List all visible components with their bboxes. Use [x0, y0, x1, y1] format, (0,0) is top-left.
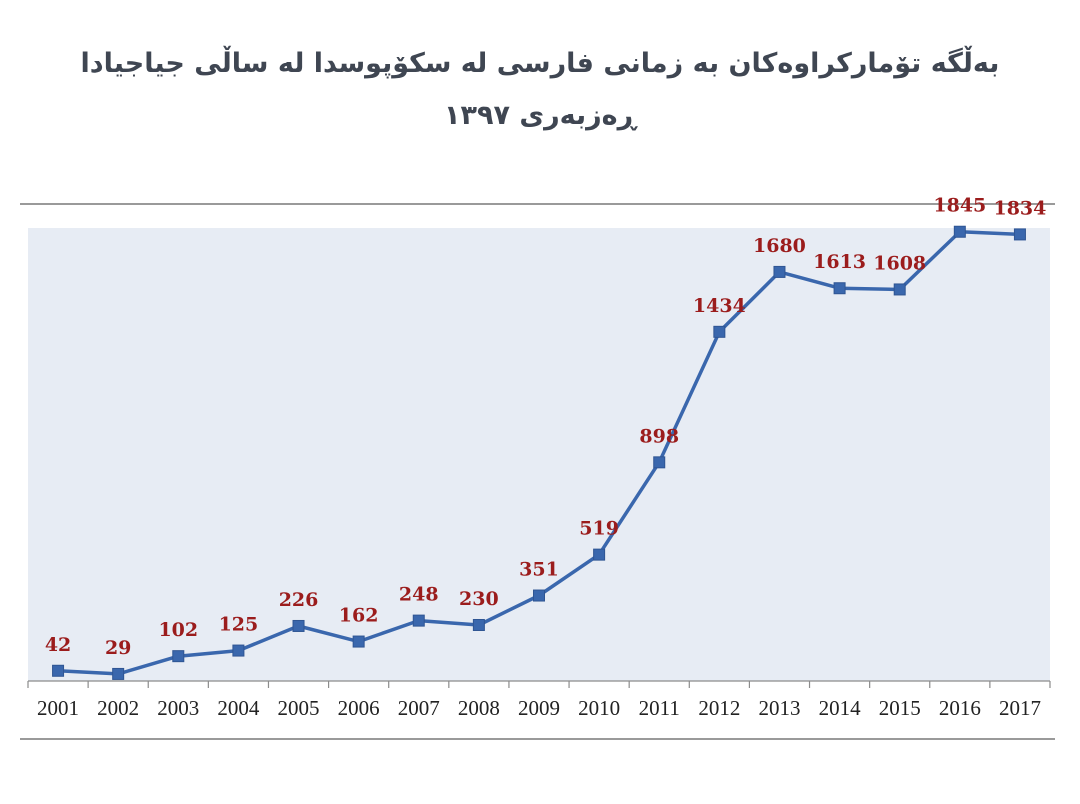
data-point-marker — [773, 265, 786, 278]
x-tick-label: 2014 — [819, 696, 862, 720]
plot-area — [28, 228, 1050, 681]
x-tick-label: 2002 — [97, 696, 139, 720]
data-point-marker — [953, 225, 966, 238]
data-point-marker — [893, 283, 906, 296]
title-line-1: بەڵگە تۆمارکراوەکان بە زمانی فارسی لە سک… — [80, 48, 1000, 79]
x-tick-label: 2011 — [639, 696, 680, 720]
data-label: 519 — [579, 518, 619, 540]
x-tick-label: 2015 — [879, 696, 921, 720]
data-point-marker — [593, 548, 606, 561]
data-label: 125 — [219, 614, 259, 636]
x-tick-label: 2017 — [999, 696, 1041, 720]
data-label: 29 — [105, 637, 131, 659]
data-label: 1608 — [873, 252, 926, 274]
data-point-marker — [412, 614, 425, 627]
data-label: 248 — [399, 584, 439, 606]
x-tick-label: 2004 — [217, 696, 260, 720]
data-markers — [52, 225, 1026, 680]
x-tick-label: 2010 — [578, 696, 620, 720]
data-label: 102 — [158, 619, 198, 641]
x-tick-label: 2001 — [37, 696, 79, 720]
data-point-marker — [1013, 228, 1026, 241]
data-label: 230 — [459, 588, 499, 610]
x-ticks — [27, 681, 1051, 688]
x-tick-label: 2009 — [518, 696, 560, 720]
data-point-marker — [232, 644, 245, 657]
chart-title: بەڵگە تۆمارکراوەکان بە زمانی فارسی لە سک… — [0, 38, 1080, 142]
data-point-marker — [833, 282, 846, 295]
data-label: 351 — [519, 559, 559, 581]
data-label: 1845 — [933, 195, 986, 217]
data-point-marker — [112, 667, 125, 680]
data-label: 42 — [45, 634, 71, 656]
data-label: 1680 — [753, 235, 806, 257]
data-label: 226 — [279, 589, 319, 611]
data-label: 1613 — [813, 251, 866, 273]
x-tick-label: 2013 — [758, 696, 800, 720]
data-label: 1834 — [993, 197, 1046, 219]
data-point-marker — [533, 589, 545, 602]
x-tick-label: 2012 — [698, 696, 740, 720]
data-point-marker — [653, 456, 666, 469]
data-point-marker — [713, 325, 726, 338]
data-label: 898 — [639, 425, 679, 447]
title-line-2: ڕەزبەری ١٣٩٧ — [444, 100, 636, 131]
data-point-marker — [172, 650, 185, 663]
data-label: 1434 — [693, 295, 746, 317]
x-tick-label: 2005 — [278, 696, 320, 720]
data-point-marker — [352, 635, 365, 648]
x-tick-label: 2003 — [157, 696, 199, 720]
x-tick-label: 2016 — [939, 696, 981, 720]
x-tick-label: 2006 — [338, 696, 380, 720]
x-tick-label: 2008 — [458, 696, 500, 720]
data-label: 162 — [339, 605, 379, 627]
data-point-marker — [52, 664, 65, 677]
x-tick-label: 2007 — [398, 696, 440, 720]
data-labels: 42 29 102 125 226 162 248 230 351 519 898 1434 1680 1… — [45, 195, 1047, 659]
data-point-marker — [472, 618, 485, 631]
data-point-marker — [292, 619, 305, 632]
x-tick-labels: 2001 2002 2003 2004 2005 2006 2007 2008 2009 2010… — [37, 696, 1041, 720]
